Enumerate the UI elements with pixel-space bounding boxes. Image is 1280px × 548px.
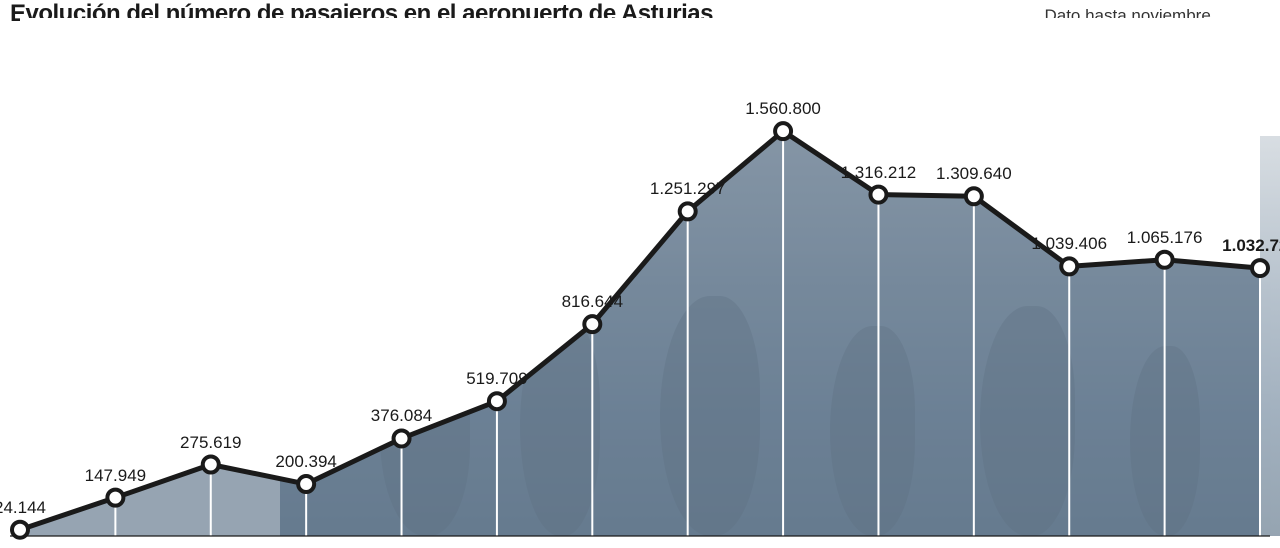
chart-marker: [680, 203, 696, 219]
chart-marker: [775, 123, 791, 139]
chart-marker: [966, 188, 982, 204]
chart-data-label: 376.084: [371, 406, 432, 426]
chart-data-label: 1.309.640: [936, 164, 1012, 184]
chart-data-label: 147.949: [85, 466, 146, 486]
chart-marker: [1157, 252, 1173, 268]
chart-data-label: 1.316.212: [841, 163, 917, 183]
chart-data-label: 275.619: [180, 433, 241, 453]
chart-data-label: 1.251.297: [650, 179, 726, 199]
line-area-svg: [0, 18, 1280, 548]
chart-data-label: 1.039.406: [1031, 234, 1107, 254]
chart-marker: [870, 187, 886, 203]
chart-marker: [12, 522, 28, 538]
chart-marker: [298, 476, 314, 492]
chart-data-label: 1.032.729: [1222, 236, 1280, 256]
chart-data-label: 24.144: [0, 498, 46, 518]
chart-marker: [1061, 258, 1077, 274]
chart-marker: [203, 457, 219, 473]
chart-marker: [107, 490, 123, 506]
chart-marker: [394, 430, 410, 446]
chart-marker: [584, 316, 600, 332]
chart-data-label: 1.560.800: [745, 99, 821, 119]
chart-marker: [489, 393, 505, 409]
chart-marker: [1252, 260, 1268, 276]
chart-data-label: 1.065.176: [1127, 228, 1203, 248]
chart-data-label: 200.394: [275, 452, 336, 472]
chart-data-label: 519.709: [466, 369, 527, 389]
chart-data-label: 816.644: [562, 292, 623, 312]
passenger-chart: 24.144 147.949 275.619 200.394 376.084 519.70…: [0, 18, 1280, 548]
